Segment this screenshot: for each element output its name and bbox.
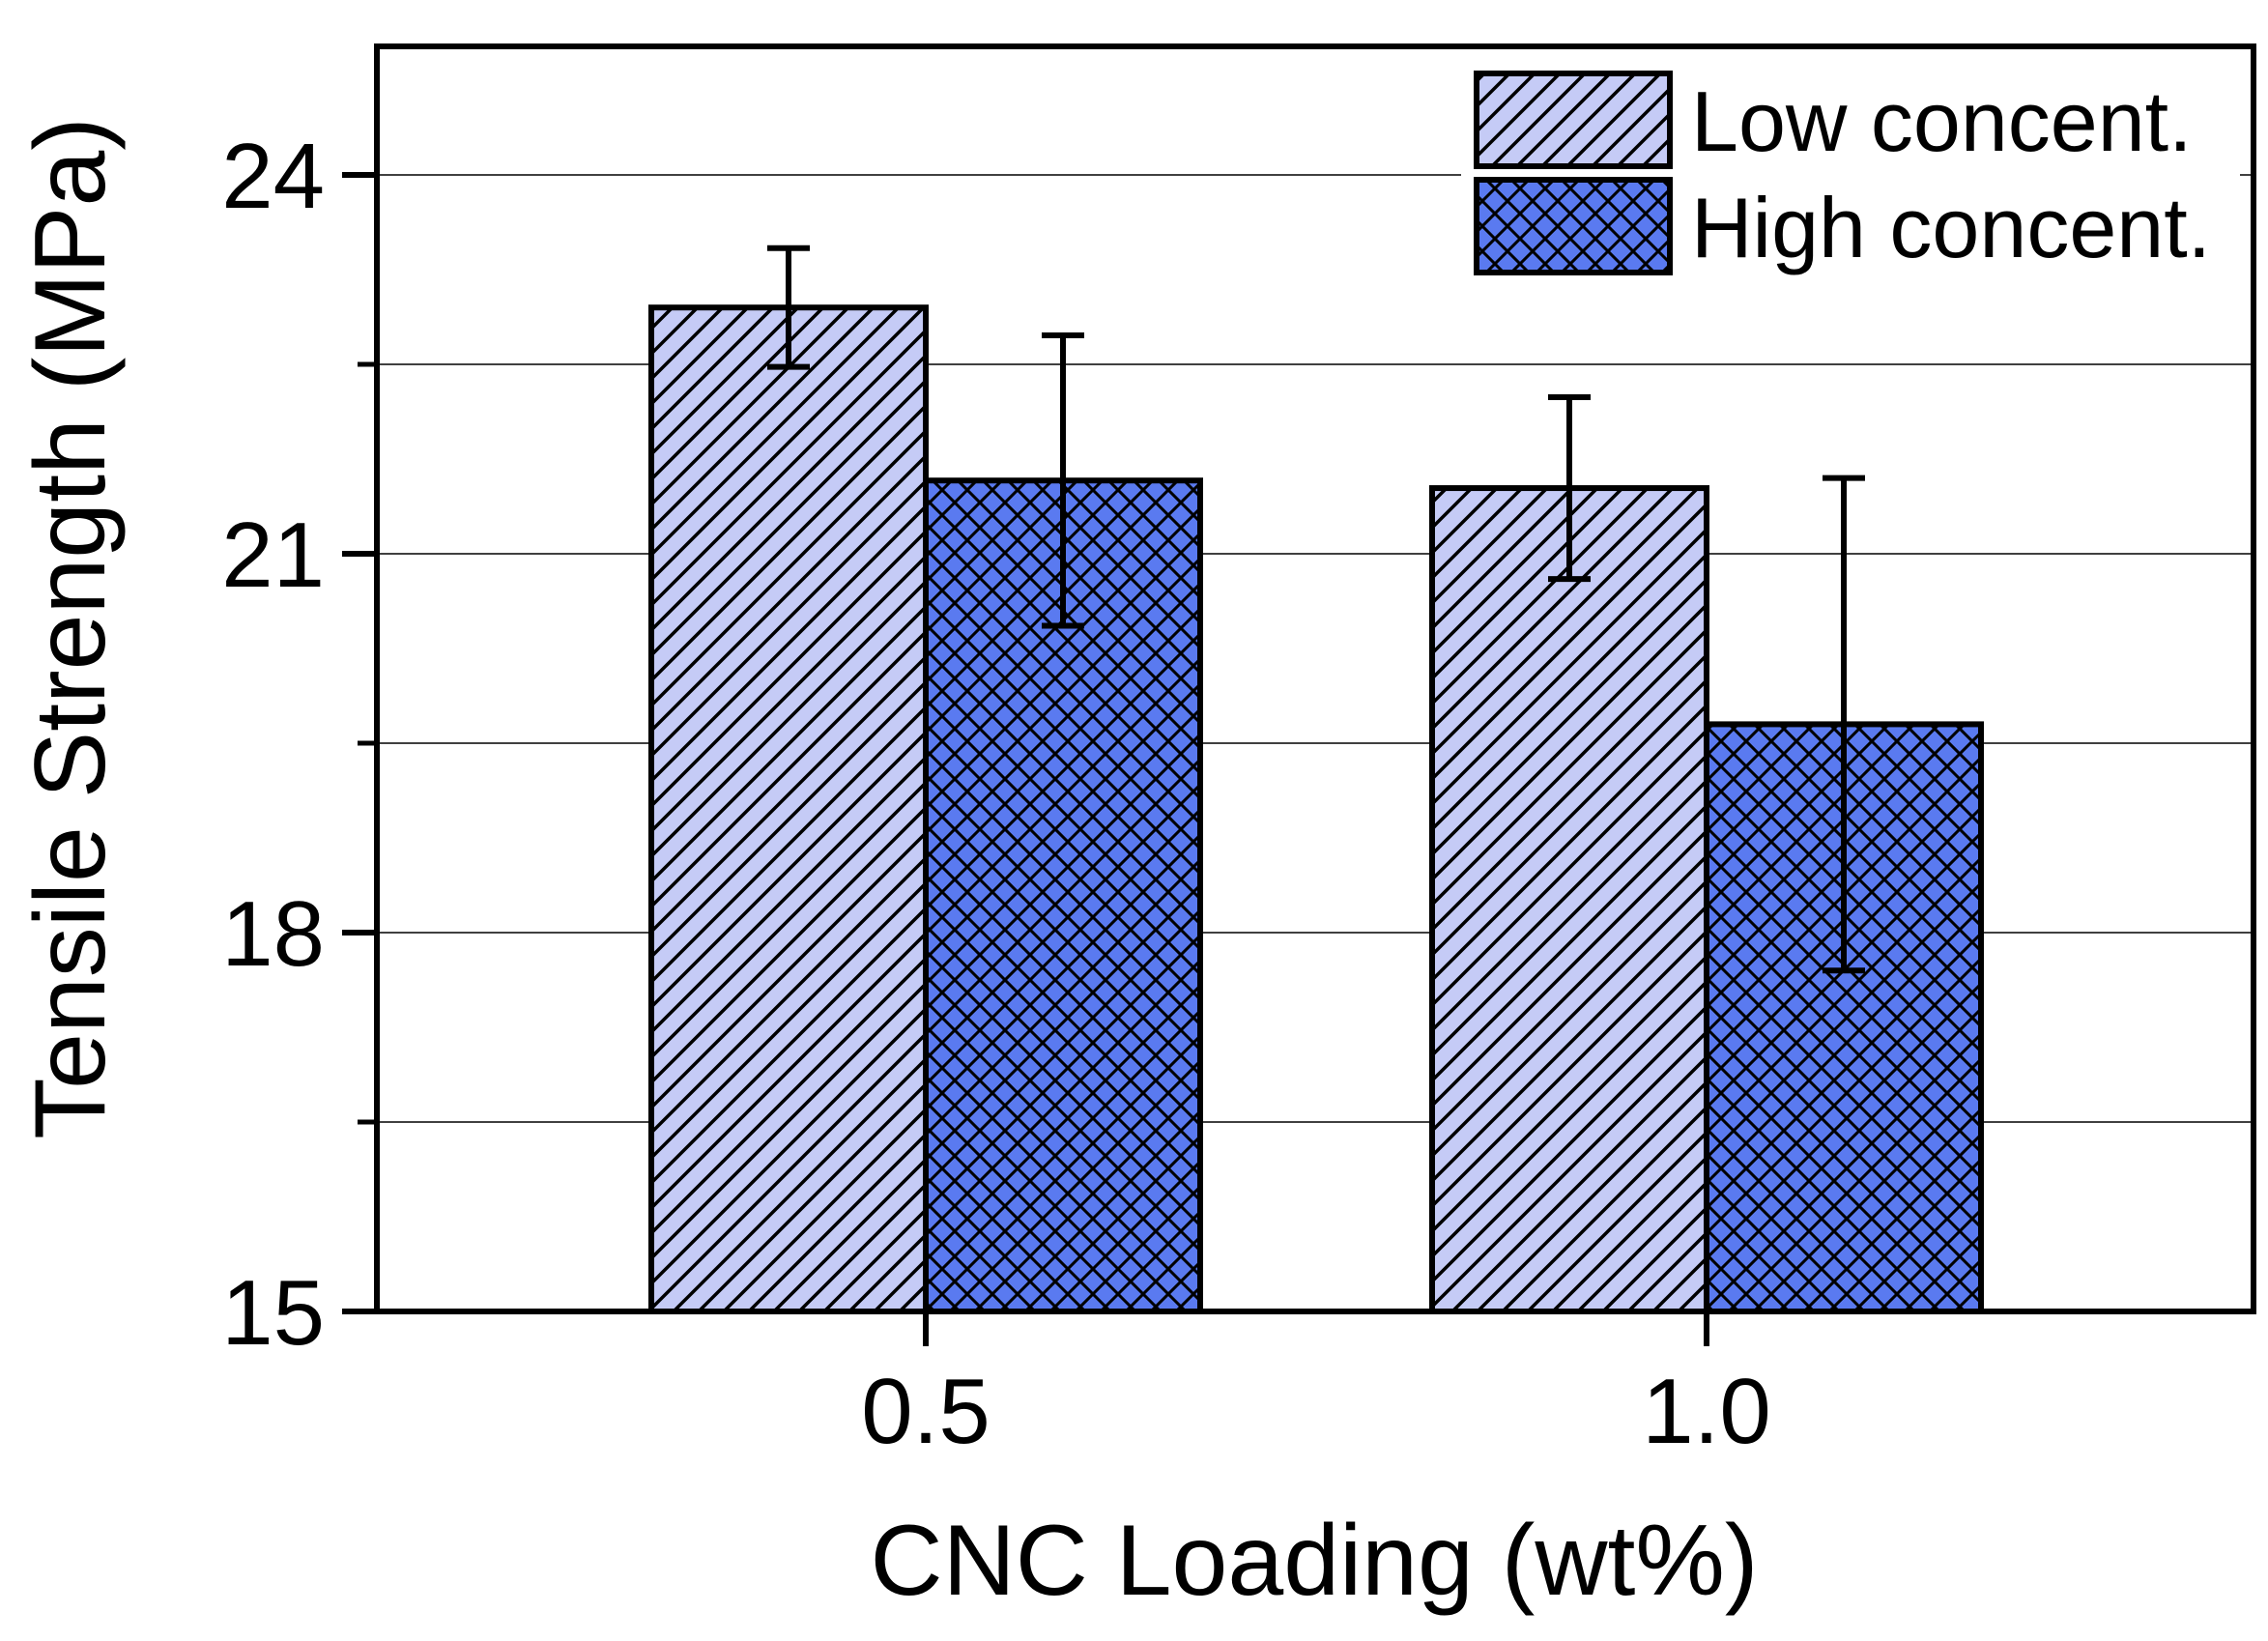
- legend-label-high: High concent.: [1691, 180, 2211, 275]
- error-bar: [1548, 393, 1591, 583]
- error-bar: [1823, 475, 1865, 974]
- y-tick-label: 21: [221, 504, 325, 607]
- plot-frame: [374, 43, 2256, 1314]
- legend-swatch-low: [1474, 71, 1673, 169]
- x-tick-labels: 0.5 1.0: [861, 1360, 1770, 1463]
- y-tick-label: 18: [221, 882, 325, 986]
- error-bar: [1042, 331, 1084, 629]
- bars: [648, 304, 1984, 1315]
- legend-swatch-high: [1474, 177, 1673, 275]
- error-bars: [767, 245, 1865, 974]
- legend: Low concent. High concent.: [1461, 68, 2240, 278]
- bar-low-0.5: [648, 304, 929, 1315]
- x-axis-title: CNC Loading (wt%): [871, 1505, 1759, 1617]
- y-axis-title: Tensile Strength (MPa): [14, 117, 127, 1139]
- x-tick-label: 1.0: [1642, 1360, 1770, 1463]
- y-tick-label: 24: [221, 125, 325, 228]
- bar-low-1.0: [1429, 485, 1709, 1314]
- axis-ticks: [342, 172, 1709, 1346]
- legend-label-low: Low concent.: [1691, 73, 2193, 169]
- y-tick-label: 15: [221, 1261, 325, 1365]
- y-tick-labels: 15 18 21 24: [221, 125, 325, 1365]
- error-bar: [767, 245, 810, 370]
- x-tick-label: 0.5: [861, 1360, 990, 1463]
